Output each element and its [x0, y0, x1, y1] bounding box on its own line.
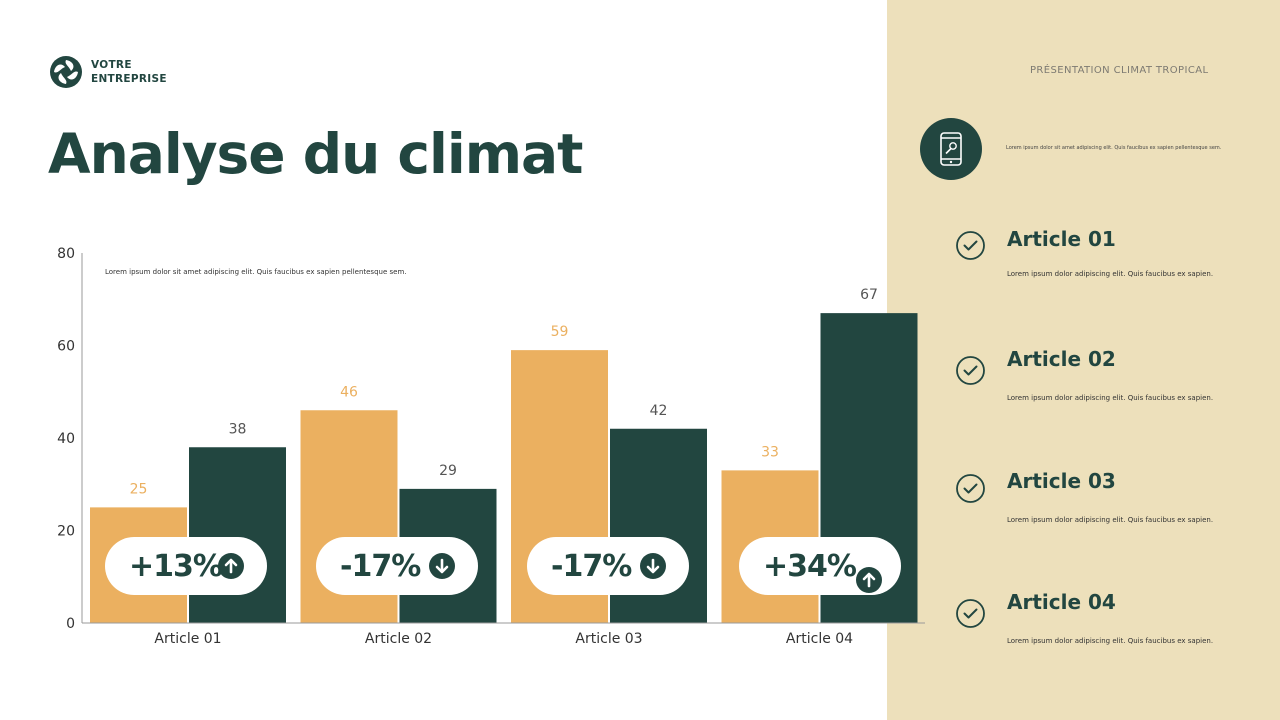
arrow-up-icon — [218, 553, 244, 579]
page-title: Analyse du climat — [48, 122, 583, 186]
change-pill: +34% — [739, 537, 901, 595]
bar — [189, 447, 286, 623]
y-tick-label: 20 — [57, 524, 75, 540]
arrow-down-icon — [640, 553, 666, 579]
change-pill: -17% — [316, 537, 478, 595]
y-tick-label: 80 — [57, 246, 75, 262]
article-item-03: Article 03 Lorem ipsum dolor adipiscing … — [955, 469, 1255, 543]
article-description: Lorem ipsum dolor adipiscing elit. Quis … — [1007, 270, 1214, 278]
x-tick-label: Article 01 — [154, 631, 221, 647]
data-label: 38 — [229, 421, 247, 437]
data-label: 25 — [130, 481, 148, 497]
change-pill: -17% — [527, 537, 689, 595]
company-name-line2: ENTREPRISE — [91, 73, 167, 85]
change-pill: +13% — [105, 537, 267, 595]
check-circle-icon — [956, 474, 985, 503]
check-circle-icon — [956, 356, 985, 385]
x-tick-label: Article 03 — [575, 631, 642, 647]
check-circle-icon — [956, 231, 985, 260]
article-title: Article 02 — [1007, 347, 1116, 371]
article-item-01: Article 01 Lorem ipsum dolor adipiscing … — [955, 227, 1255, 300]
article-item-02: Article 02 Lorem ipsum dolor adipiscing … — [955, 347, 1255, 425]
article-description: Lorem ipsum dolor adipiscing elit. Quis … — [1007, 394, 1214, 402]
bar-chart: 0 20 40 60 80 25 38 Article 01 46 29 Article 02 59 4… — [57, 246, 925, 647]
company-name-line1: VOTRE — [91, 59, 132, 71]
y-tick-label: 0 — [66, 616, 75, 632]
data-label: 59 — [551, 324, 569, 340]
change-value: -17% — [340, 549, 421, 584]
smartphone-icon — [940, 132, 962, 166]
article-title: Article 04 — [1007, 590, 1116, 614]
phone-badge — [920, 118, 982, 180]
x-tick-label: Article 02 — [365, 631, 432, 647]
article-description: Lorem ipsum dolor adipiscing elit. Quis … — [1007, 516, 1214, 524]
data-label: 42 — [650, 403, 668, 419]
article-title: Article 03 — [1007, 469, 1116, 493]
article-description: Lorem ipsum dolor adipiscing elit. Quis … — [1007, 637, 1214, 645]
change-value: -17% — [551, 549, 632, 584]
y-tick-label: 40 — [57, 431, 75, 447]
data-label: 46 — [340, 384, 358, 400]
arrow-down-icon — [429, 553, 455, 579]
change-value: +34% — [763, 549, 857, 584]
x-tick-label: Article 04 — [786, 631, 853, 647]
data-label: 33 — [761, 444, 779, 460]
arrow-up-icon — [856, 567, 882, 593]
company-logo-icon — [50, 56, 82, 88]
presentation-label: PRÉSENTATION CLIMAT TROPICAL — [1030, 65, 1209, 76]
y-tick-label: 60 — [57, 339, 75, 355]
data-label: 67 — [860, 287, 878, 303]
article-item-04: Article 04 Lorem ipsum dolor adipiscing … — [955, 590, 1255, 668]
data-label: 29 — [439, 463, 457, 479]
company-name: VOTRE ENTREPRISE — [91, 58, 167, 86]
check-circle-icon — [956, 599, 985, 628]
change-value: +13% — [129, 549, 223, 584]
chart-note: Lorem ipsum dolor sit amet adipiscing el… — [105, 268, 407, 276]
panel-note: Lorem ipsum dolor sit amet adipiscing el… — [1006, 145, 1222, 151]
article-title: Article 01 — [1007, 227, 1116, 251]
